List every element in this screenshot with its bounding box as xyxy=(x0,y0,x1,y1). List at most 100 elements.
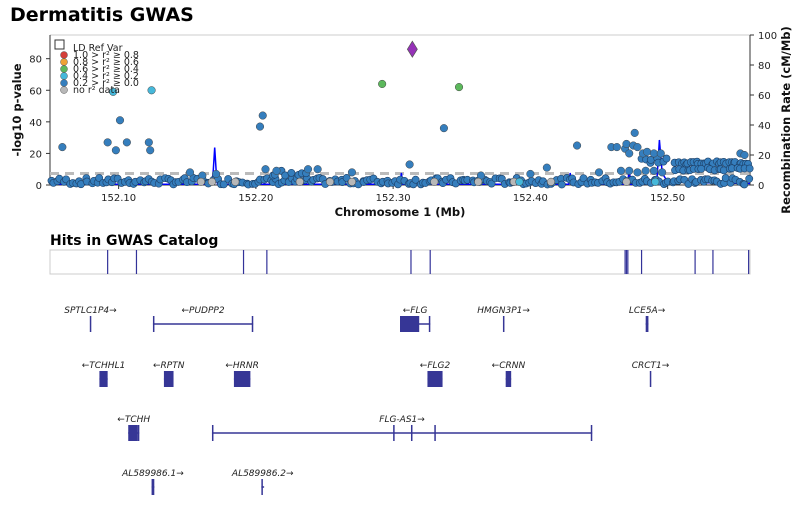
snp-point xyxy=(231,177,240,186)
legend-swatch xyxy=(60,86,68,94)
snp-point xyxy=(272,166,281,175)
legend-label: 0.8 > r² ≥ 0.6 xyxy=(73,57,139,68)
snp-point xyxy=(546,177,556,186)
gene-label: CRCT1→ xyxy=(632,361,670,371)
legend-label: 0.2 > r² ≥ 0.0 xyxy=(73,78,139,89)
snp-point xyxy=(625,166,634,175)
snp-point xyxy=(454,83,464,92)
x-tick-label: 152.20 xyxy=(238,193,273,204)
snp-point xyxy=(212,169,221,178)
snp-point xyxy=(109,87,118,96)
snp-point xyxy=(740,150,749,160)
snp-point xyxy=(342,174,351,182)
gene-label: ←PUDPP2 xyxy=(182,306,225,316)
y2-tick-label: 20 xyxy=(758,151,771,162)
snp-point xyxy=(625,149,634,158)
snp-point xyxy=(622,177,631,186)
gene-exon xyxy=(393,425,395,441)
legend-swatch xyxy=(60,79,68,87)
snp-point xyxy=(526,169,535,178)
snp-point xyxy=(515,177,524,186)
gene-label: ←TCHH xyxy=(117,415,150,425)
gene-exon xyxy=(211,425,214,441)
gene-label: AL589986.2→ xyxy=(231,469,294,479)
snp-point xyxy=(313,165,322,174)
legend-label: no r² data xyxy=(73,85,120,96)
snp-point xyxy=(697,164,706,173)
snp-point xyxy=(630,128,639,137)
gene-exon xyxy=(128,425,138,441)
lead-variant-marker xyxy=(406,40,418,58)
y-tick-label: 60 xyxy=(29,86,42,97)
snp-point xyxy=(557,180,566,189)
association-plot: 0 20 40 60 80 0 20 40 60 80 100 152.10 152.20 152.30 1… xyxy=(10,26,793,219)
gene-exon xyxy=(251,316,254,332)
snp-point xyxy=(115,116,125,125)
snp-point xyxy=(474,177,483,186)
snp-point xyxy=(185,168,195,177)
snp-point xyxy=(658,168,667,177)
legend-swatch xyxy=(60,51,68,59)
snp-point xyxy=(487,179,496,188)
gene-exon xyxy=(99,371,108,387)
gwas-hits-track xyxy=(49,249,751,275)
snp-point xyxy=(651,177,660,186)
snp-point xyxy=(58,143,67,152)
snp-point xyxy=(616,166,626,175)
gene-exon xyxy=(410,425,413,441)
gene-label: LCE5A→ xyxy=(629,306,666,316)
snp-point xyxy=(622,139,631,148)
snp-point xyxy=(103,138,112,147)
gene-exon xyxy=(152,316,155,332)
y2-tick-label: 100 xyxy=(758,31,777,42)
y2-tick-label: 40 xyxy=(758,121,771,132)
y-axis-label: -log10 p-value xyxy=(10,63,24,156)
gene-exon xyxy=(649,371,652,387)
snp-point xyxy=(641,166,650,175)
x-tick-label: 152.10 xyxy=(101,193,136,204)
gene-exon xyxy=(590,425,593,441)
x-tick-label: 152.40 xyxy=(513,193,548,204)
snp-point xyxy=(411,175,420,184)
gene-exon xyxy=(163,371,174,387)
snp-point xyxy=(347,168,357,177)
legend-label: 1.0 > r² ≥ 0.8 xyxy=(73,50,139,61)
snp-point xyxy=(295,177,304,186)
gene-label: ←HRNR xyxy=(225,361,259,371)
x-tick-label: 152.30 xyxy=(376,193,411,204)
gene-exon xyxy=(502,316,505,332)
gene-label: ←FLG xyxy=(403,306,428,316)
y-tick-label: 80 xyxy=(29,55,42,66)
x-tick-label: 152.50 xyxy=(650,193,685,204)
gene-exon xyxy=(434,425,436,441)
y2-axis-label: Recombination Rate (cM/Mb) xyxy=(779,26,793,214)
gene-exon xyxy=(428,316,431,332)
snp-point xyxy=(325,177,335,186)
snp-point xyxy=(649,149,658,158)
gene-label: ←TCHHL1 xyxy=(82,361,126,371)
page-title: Dermatitis GWAS xyxy=(10,4,194,26)
snp-point xyxy=(662,154,671,163)
snp-point xyxy=(612,143,621,152)
gene-exon xyxy=(137,425,140,441)
snp-point xyxy=(579,174,588,183)
snp-point xyxy=(439,124,448,133)
gene-label: AL589986.1→ xyxy=(121,469,184,479)
gene-exon xyxy=(427,371,443,387)
snp-point xyxy=(303,165,313,174)
snp-point xyxy=(255,122,265,131)
snp-point xyxy=(745,174,754,183)
gene-label: ←RPTN xyxy=(153,361,185,371)
gene-exon xyxy=(233,371,251,387)
snp-point xyxy=(261,165,270,174)
gene-exon xyxy=(505,371,512,387)
snp-point xyxy=(207,177,217,186)
y2-tick-label: 60 xyxy=(758,91,771,102)
hits-panel-title: Hits in GWAS Catalog xyxy=(50,233,219,249)
x-axis-label: Chromosome 1 (Mb) xyxy=(335,205,466,219)
snp-point xyxy=(147,86,156,95)
snp-point xyxy=(196,177,206,186)
snp-point xyxy=(430,177,439,186)
